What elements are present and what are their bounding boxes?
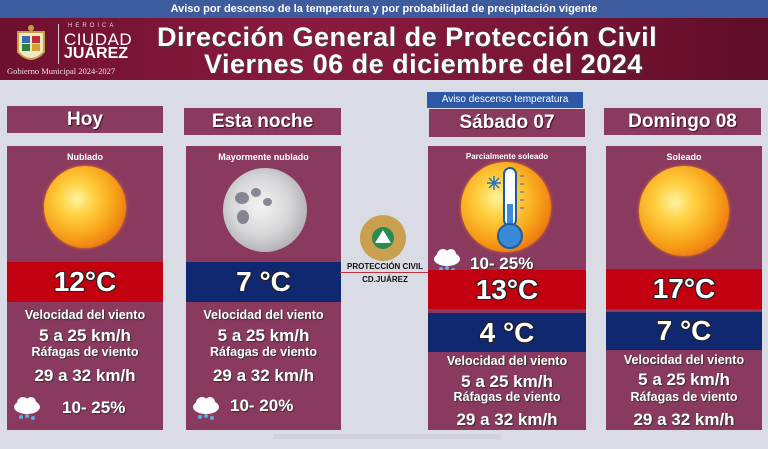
thermometer-cold-icon [487,167,524,249]
gust-value: 29 a 32 km/h [633,410,735,429]
logo-juarez: JUÁREZ [64,45,129,62]
condition-label: Mayormente nublado [218,152,309,162]
day-header-sabado: Sábado 07 [429,109,585,137]
moon-icon [223,168,307,252]
logo-heroica: HEROICA [68,23,117,29]
day-header-domingo: Domingo 08 [604,108,761,135]
page-title: Dirección General de Protección Civil [157,22,658,52]
proteccion-civil-logo-icon [360,215,406,261]
wind-label: Velocidad del viento [446,354,568,368]
logo-divider [58,24,59,64]
forecast-card-hoy: Nublado 12°C Velocidad del viento 5 a 25… [7,146,163,430]
page-date: Viernes 06 de diciembre del 2024 [204,49,643,79]
temperature-low: 7 °C [606,312,762,350]
temperature-low: 4 °C [428,313,586,352]
wind-value: 5 a 25 km/h [217,326,310,345]
wind-value: 5 a 25 km/h [461,372,553,391]
forecast-card-sabado: Parcialmente soleado 10- 25% 13°C 4 °C V… [428,146,586,430]
rain-cloud-icon [14,397,40,420]
gust-value: 29 a 32 km/h [34,366,136,385]
forecast-card-esta-noche: Mayormente nublado 7 °C Velocidad del vi… [186,146,341,430]
temperature: 12°C [7,262,163,302]
temperature-high: 13°C [428,270,586,309]
sun-icon [639,166,729,256]
sun-icon [44,166,126,248]
top-alert-banner: Aviso por descenso de la temperatura y p… [0,0,768,18]
condition-label: Soleado [666,152,702,162]
header [0,18,768,80]
wind-label: Velocidad del viento [203,308,324,322]
wind-label: Velocidad del viento [24,308,146,322]
wind-label: Velocidad del viento [623,353,745,367]
rain-probability: 10- 25% [470,254,534,273]
city-crest-icon [17,25,45,60]
gust-label: Ráfagas de viento [31,345,139,359]
gust-label: Ráfagas de viento [630,390,738,404]
temperature: 7 °C [186,262,341,302]
condition-label: Nublado [67,152,103,162]
alert-badge: Aviso descenso temperatura [427,92,583,108]
rain-probability: 10- 20% [230,396,294,415]
logo-ciudad: CIUDAD [64,30,133,49]
day-header-hoy: Hoy [7,106,163,133]
day-header-esta-noche: Esta noche [184,108,341,135]
rain-probability: 10- 25% [62,398,126,417]
forecast-card-domingo: Soleado 17°C 7 °C Velocidad del viento 5… [606,146,762,430]
horizontal-scrollbar[interactable] [273,434,501,439]
gust-value: 29 a 32 km/h [212,366,315,385]
rain-cloud-icon [193,397,219,420]
wind-value: 5 a 25 km/h [39,326,131,345]
wind-value: 5 a 25 km/h [638,370,730,389]
gust-value: 29 a 32 km/h [456,410,558,429]
gust-label: Ráfagas de viento [210,345,317,359]
proteccion-civil-label: PROTECCIÓN CIVIL CD.JUÁREZ [340,262,430,284]
condition-label: Parcialmente soleado [465,152,549,161]
logo-gobierno: Gobierno Municipal 2024-2027 [7,66,116,76]
temperature-high: 17°C [606,269,762,309]
gust-label: Ráfagas de viento [453,390,561,404]
